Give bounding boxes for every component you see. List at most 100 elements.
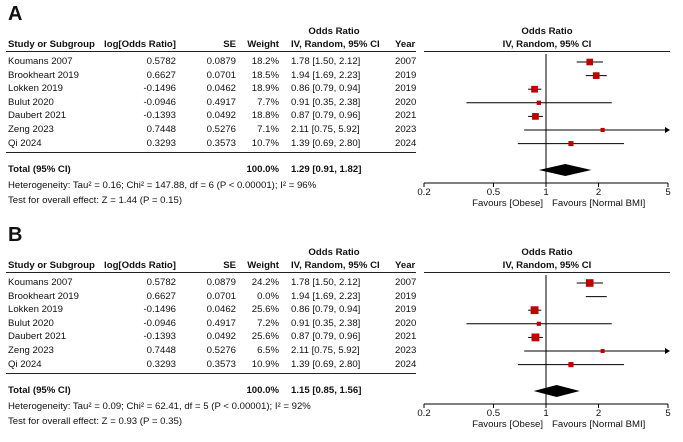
study-se: 0.4917	[206, 317, 236, 329]
study-se: 0.0492	[206, 331, 236, 343]
study-ci: 0.87 [0.79, 0.96]	[291, 331, 361, 343]
header-study: Study or Subgroup	[8, 39, 95, 50]
study-year: 2020	[395, 317, 417, 329]
study-se: 0.5276	[206, 124, 236, 135]
study-weight: 7.2%	[257, 317, 279, 329]
study-ci: 0.86 [0.79, 0.94]	[291, 304, 361, 316]
total-label: Total (95% CI)	[8, 385, 71, 396]
plot-header-rule	[424, 51, 670, 52]
study-year: 2024	[395, 358, 417, 370]
total-ci: 1.15 [0.85, 1.56]	[291, 385, 362, 396]
forest-plot-svg	[423, 275, 670, 408]
study-weight-square	[532, 113, 539, 120]
study-year: 2019	[395, 69, 417, 81]
x-axis-tick-label: 0.2	[417, 187, 431, 198]
panel-label: A	[8, 3, 23, 25]
panel-label: B	[8, 224, 23, 246]
overall-effect-text: Test for overall effect: Z = 1.44 (P = 0…	[8, 195, 183, 206]
study-weight: 10.7%	[251, 137, 279, 149]
summary-diamond	[533, 385, 580, 397]
study-log-or: 0.7448	[146, 345, 176, 356]
study-weight: 25.6%	[251, 304, 279, 316]
study-name: Brookheart 2019	[8, 290, 79, 302]
header-or-method: IV, Random, 95% CI	[291, 260, 380, 271]
study-weight: 0.0%	[257, 290, 279, 302]
x-axis-tick-label: 0.5	[486, 187, 501, 198]
header-se: SE	[223, 260, 236, 271]
study-ci: 2.11 [0.75, 5.92]	[291, 345, 360, 356]
study-year: 2019	[395, 83, 417, 95]
study-weight: 7.1%	[257, 124, 279, 135]
x-axis-tick-label: 1	[543, 408, 549, 419]
x-axis-tick-label: 0.5	[486, 408, 501, 419]
header-plot-method: IV, Random, 95% CI	[502, 39, 592, 50]
study-log-or: 0.3293	[146, 358, 176, 370]
study-log-or: 0.3293	[146, 137, 176, 149]
header-study: Study or Subgroup	[8, 260, 95, 271]
study-name: Qi 2024	[8, 137, 42, 149]
study-se: 0.3573	[206, 358, 236, 370]
study-se: 0.5276	[206, 345, 236, 356]
study-name: Brookheart 2019	[8, 69, 79, 81]
x-axis-tick-label: 5	[665, 187, 671, 198]
study-name: Daubert 2021	[8, 110, 67, 122]
ci-overflow-arrow	[665, 348, 670, 354]
forest-panel-b: B Odds Ratio Odds Ratio Study or Subgroup lo…	[0, 221, 683, 442]
study-se: 0.0492	[206, 110, 236, 122]
study-se: 0.4917	[206, 96, 236, 108]
study-weight-square	[600, 127, 605, 133]
x-axis-tick-label: 2	[595, 408, 602, 419]
study-name: Zeng 2023	[8, 345, 54, 356]
favours-left-label: Favours [Obese]	[472, 198, 543, 209]
study-ci: 0.87 [0.79, 0.96]	[291, 110, 361, 122]
study-year: 2019	[395, 304, 417, 316]
study-weight-square	[568, 362, 574, 368]
ci-overflow-arrow	[665, 127, 670, 133]
overall-effect-text: Test for overall effect: Z = 0.93 (P = 0…	[8, 416, 183, 427]
total-weight: 100.0%	[246, 385, 279, 396]
study-name: Koumans 2007	[8, 56, 73, 67]
study-weight: 10.9%	[251, 358, 279, 370]
study-ci: 1.94 [1.69, 2.23]	[291, 290, 361, 302]
study-log-or: 0.6627	[146, 69, 176, 81]
x-axis-tick-label: 1	[543, 187, 549, 198]
study-ci: 0.91 [0.35, 2.38]	[291, 96, 361, 108]
study-year: 2021	[395, 331, 417, 343]
study-weight-square	[536, 321, 541, 326]
header-plot-method: IV, Random, 95% CI	[502, 260, 592, 271]
study-weight-square	[530, 306, 539, 315]
study-log-or: 0.7448	[146, 124, 176, 135]
summary-diamond	[538, 164, 592, 176]
study-weight: 7.7%	[257, 96, 279, 108]
study-weight-square	[568, 141, 574, 147]
study-ci: 0.91 [0.35, 2.38]	[291, 317, 361, 329]
study-ci: 0.86 [0.79, 0.94]	[291, 83, 361, 95]
study-log-or: -0.0946	[143, 317, 176, 329]
study-weight: 18.9%	[251, 83, 279, 95]
x-axis-tick-label: 5	[665, 408, 671, 419]
study-weight-square	[585, 279, 594, 287]
study-year: 2021	[395, 110, 417, 122]
study-weight: 18.5%	[251, 69, 279, 81]
study-weight-square	[536, 100, 542, 105]
header-weight: Weight	[247, 260, 279, 271]
study-se: 0.0701	[206, 290, 236, 302]
forest-plot-svg	[423, 54, 670, 187]
study-log-or: -0.1496	[143, 304, 176, 316]
x-axis-tick-label: 2	[595, 187, 602, 198]
forest-panel-a: A Odds Ratio Odds Ratio Study or Subgroup lo…	[6, 3, 671, 209]
total-rule	[6, 152, 416, 153]
study-name: Koumans 2007	[8, 277, 73, 288]
study-year: 2007	[395, 277, 417, 288]
study-ci: 2.11 [0.75, 5.92]	[291, 124, 360, 135]
header-year: Year	[395, 260, 416, 271]
header-year: Year	[395, 39, 416, 50]
header-or-group: Odds Ratio	[308, 247, 360, 258]
header-weight: Weight	[247, 39, 279, 50]
study-name: Lokken 2019	[8, 304, 63, 316]
favours-right-label: Favours [Normal BMI]	[552, 419, 646, 430]
study-year: 2024	[395, 137, 417, 149]
study-log-or: -0.1393	[143, 331, 176, 343]
study-weight: 25.6%	[251, 331, 279, 343]
study-weight-square	[586, 58, 594, 66]
